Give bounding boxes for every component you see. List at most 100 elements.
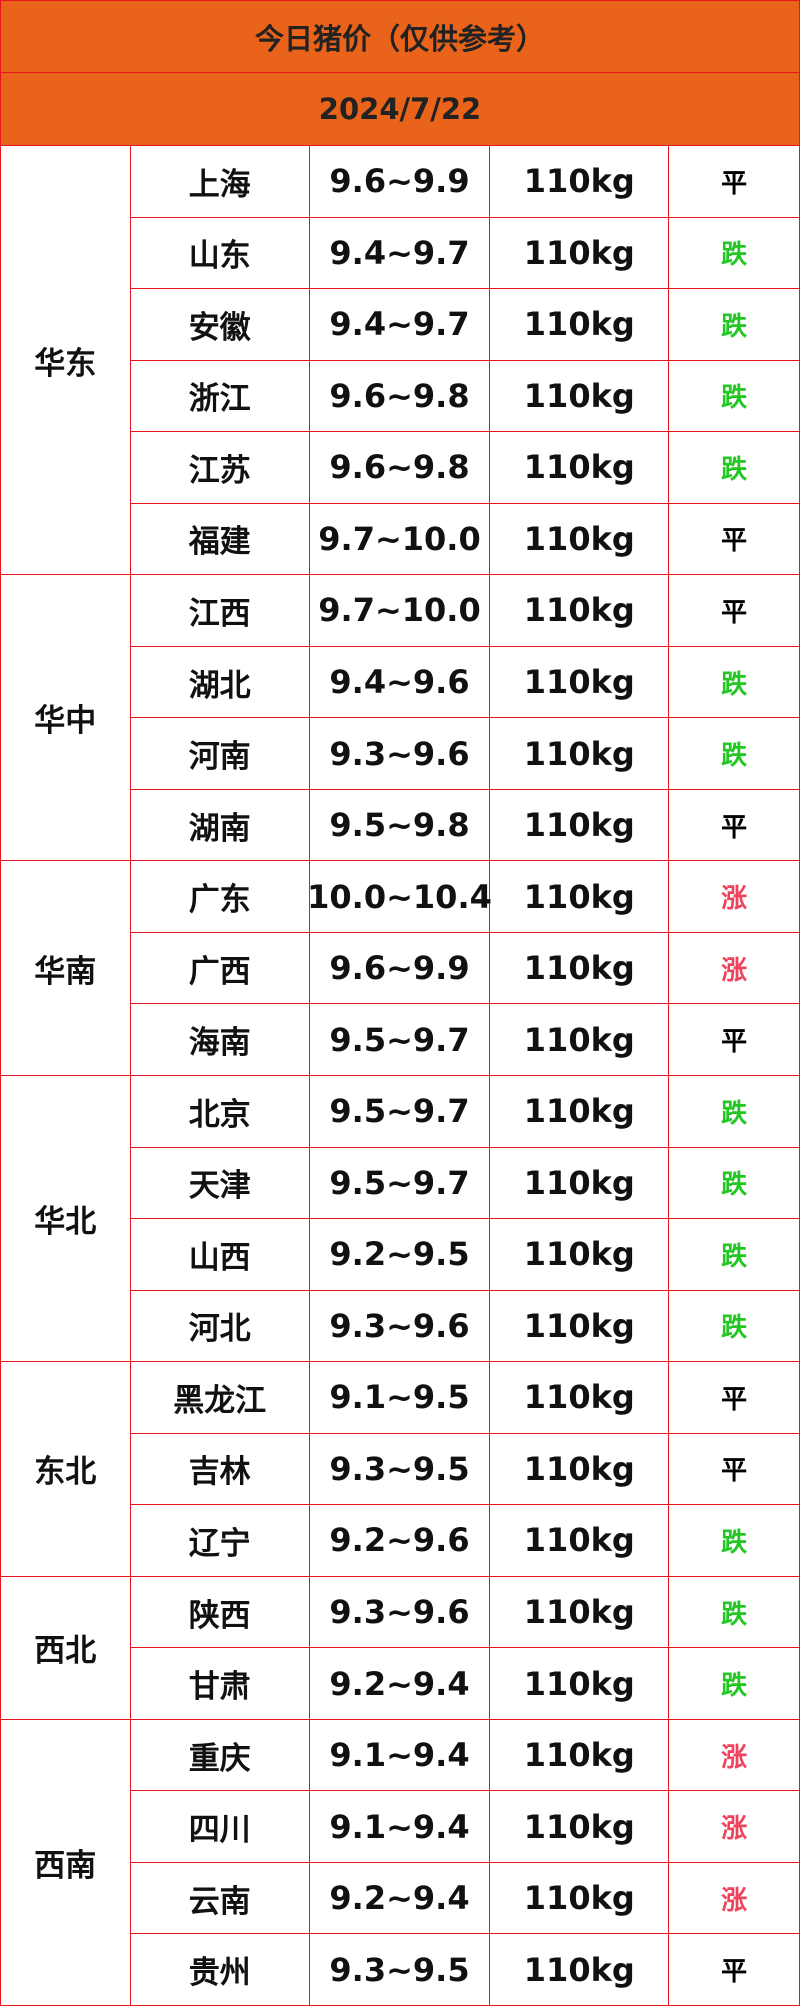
price-range: 9.6~9.8 — [309, 360, 491, 433]
price-range: 9.5~9.8 — [309, 789, 491, 862]
weight: 110kg — [490, 217, 670, 290]
price-range: 9.7~10.0 — [309, 575, 491, 647]
province: 贵州 — [130, 1934, 310, 2006]
province: 海南 — [130, 1004, 310, 1076]
trend: 平 — [669, 1934, 800, 2006]
price-range: 9.1~9.5 — [309, 1362, 491, 1434]
trend: 跌 — [669, 1648, 800, 1720]
trend: 涨 — [669, 1791, 800, 1863]
trend: 跌 — [669, 646, 800, 719]
region: 华中 — [0, 575, 131, 862]
weight: 110kg — [490, 1505, 670, 1577]
region: 华南 — [0, 861, 131, 1076]
trend: 平 — [669, 575, 800, 647]
province: 四川 — [130, 1791, 310, 1863]
trend: 跌 — [669, 289, 800, 361]
province: 陕西 — [130, 1576, 310, 1649]
price-range: 9.4~9.6 — [309, 646, 491, 719]
weight: 110kg — [490, 1934, 670, 2006]
province: 北京 — [130, 1076, 310, 1148]
province: 安徽 — [130, 289, 310, 361]
province: 甘肃 — [130, 1648, 310, 1720]
region: 西北 — [0, 1576, 131, 1720]
region: 华东 — [0, 146, 131, 576]
price-range: 9.6~9.8 — [309, 432, 491, 504]
trend: 平 — [669, 789, 800, 862]
trend: 平 — [669, 1362, 800, 1434]
trend: 涨 — [669, 861, 800, 933]
trend: 跌 — [669, 217, 800, 290]
province: 河北 — [130, 1290, 310, 1363]
price-range: 9.3~9.6 — [309, 1290, 491, 1363]
trend: 跌 — [669, 1576, 800, 1649]
province: 吉林 — [130, 1433, 310, 1506]
region: 华北 — [0, 1076, 131, 1363]
price-range: 9.7~10.0 — [309, 503, 491, 576]
trend: 平 — [669, 1004, 800, 1076]
province: 福建 — [130, 503, 310, 576]
trend: 平 — [669, 146, 800, 218]
price-range: 9.2~9.4 — [309, 1862, 491, 1935]
province: 山东 — [130, 217, 310, 290]
trend: 涨 — [669, 1719, 800, 1792]
province: 广西 — [130, 932, 310, 1005]
weight: 110kg — [490, 1576, 670, 1649]
price-range: 9.1~9.4 — [309, 1719, 491, 1792]
province: 山西 — [130, 1219, 310, 1291]
table-title: 今日猪价（仅供参考） — [0, 0, 800, 73]
weight: 110kg — [490, 646, 670, 719]
weight: 110kg — [490, 575, 670, 647]
province: 湖南 — [130, 789, 310, 862]
weight: 110kg — [490, 1290, 670, 1363]
province: 天津 — [130, 1147, 310, 1220]
region: 东北 — [0, 1362, 131, 1577]
trend: 跌 — [669, 1147, 800, 1220]
weight: 110kg — [490, 1147, 670, 1220]
weight: 110kg — [490, 360, 670, 433]
province: 辽宁 — [130, 1505, 310, 1577]
price-range: 9.6~9.9 — [309, 932, 491, 1005]
trend: 涨 — [669, 932, 800, 1005]
trend: 跌 — [669, 1290, 800, 1363]
price-range: 10.0~10.4 — [307, 861, 492, 933]
weight: 110kg — [490, 503, 670, 576]
weight: 110kg — [490, 1648, 670, 1720]
trend: 平 — [669, 1433, 800, 1506]
province: 浙江 — [130, 360, 310, 433]
province: 湖北 — [130, 646, 310, 719]
province: 云南 — [130, 1862, 310, 1935]
price-range: 9.3~9.5 — [309, 1433, 491, 1506]
price-range: 9.2~9.5 — [309, 1219, 491, 1291]
weight: 110kg — [490, 1719, 670, 1792]
trend: 跌 — [669, 360, 800, 433]
price-range: 9.4~9.7 — [309, 289, 491, 361]
trend: 跌 — [669, 718, 800, 790]
trend: 跌 — [669, 1219, 800, 1291]
trend: 跌 — [669, 432, 800, 504]
weight: 110kg — [490, 1219, 670, 1291]
price-range: 9.3~9.5 — [309, 1934, 491, 2006]
price-range: 9.3~9.6 — [309, 718, 491, 790]
province: 上海 — [130, 146, 310, 218]
trend: 跌 — [669, 1505, 800, 1577]
weight: 110kg — [490, 1791, 670, 1863]
region: 西南 — [0, 1719, 131, 2006]
weight: 110kg — [490, 289, 670, 361]
weight: 110kg — [490, 1076, 670, 1148]
price-range: 9.3~9.6 — [309, 1576, 491, 1649]
price-range: 9.6~9.9 — [309, 146, 491, 218]
weight: 110kg — [490, 861, 670, 933]
weight: 110kg — [490, 1004, 670, 1076]
weight: 110kg — [490, 432, 670, 504]
price-range: 9.1~9.4 — [309, 1791, 491, 1863]
price-range: 9.4~9.7 — [309, 217, 491, 290]
price-range: 9.5~9.7 — [309, 1004, 491, 1076]
trend: 涨 — [669, 1862, 800, 1935]
price-range: 9.5~9.7 — [309, 1147, 491, 1220]
price-range: 9.2~9.6 — [309, 1505, 491, 1577]
province: 河南 — [130, 718, 310, 790]
price-range: 9.5~9.7 — [309, 1076, 491, 1148]
weight: 110kg — [490, 1433, 670, 1506]
province: 广东 — [130, 861, 310, 933]
